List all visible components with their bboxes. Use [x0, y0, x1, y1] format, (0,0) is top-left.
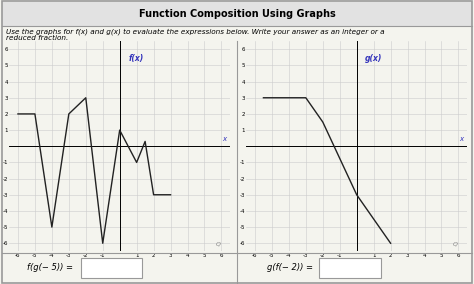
Text: f(g(− 5)) =: f(g(− 5)) = [27, 263, 73, 272]
Text: Function Composition Using Graphs: Function Composition Using Graphs [138, 9, 336, 19]
Text: Use the graphs for f(x) and g(x) to evaluate the expressions below. Write your a: Use the graphs for f(x) and g(x) to eval… [6, 28, 384, 35]
Text: x: x [459, 136, 464, 142]
Text: f(x): f(x) [128, 54, 144, 63]
Text: Q: Q [216, 241, 220, 247]
Text: Q: Q [453, 241, 457, 247]
Bar [2, 2, 472, 26]
Text: g(f(− 2)) =: g(f(− 2)) = [267, 263, 313, 272]
Bar [81, 258, 142, 278]
Text: x: x [222, 136, 227, 142]
Text: reduced fraction.: reduced fraction. [6, 36, 68, 41]
Bar [319, 258, 381, 278]
Text: g(x): g(x) [365, 54, 383, 63]
